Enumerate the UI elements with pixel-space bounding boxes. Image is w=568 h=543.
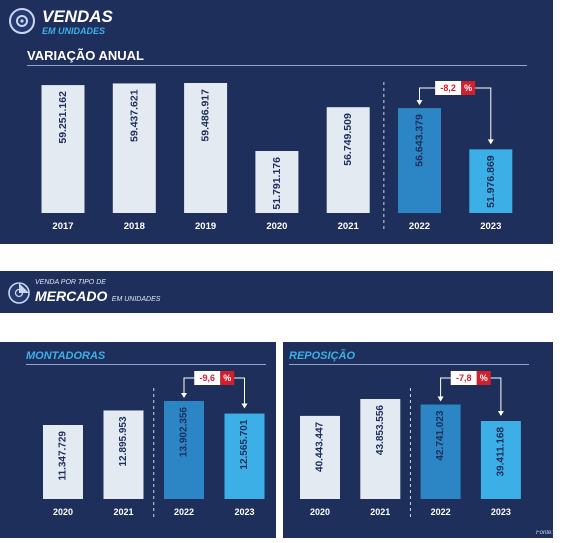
arrow-head [487,139,494,145]
change-badge-unit-bg [220,371,235,385]
category-label: 2021 [113,507,133,517]
bar-value-label: 12.895.953 [118,416,129,466]
annual-chart: 59.251.162 2017 59.437.621 2018 59.486.917 20… [41,81,513,232]
mercado-title: MERCADO EM UNIDADES [35,288,160,306]
bar-2023 [469,149,513,213]
bar-2019 [184,83,228,213]
montadoras-panel: MONTADORAS 11.347.729 2020 12.895.953 2021 1… [0,342,276,538]
category-label: 2018 [124,221,145,232]
source-note: Fonte: A [536,530,553,536]
bar-value-label: 43.853.556 [375,405,386,455]
mercado-unit: EM UNIDADES [111,296,161,303]
arrow-head [181,393,187,398]
category-label: 2020 [310,507,330,517]
category-label: 2022 [174,507,194,517]
tire-icon [8,282,30,304]
change-unit: % [480,373,488,383]
change-unit: % [223,373,231,383]
bar-value-label: 56.643.379 [414,114,426,167]
arrow-head [416,100,423,106]
bar-value-label: 42.741.023 [435,410,446,460]
bar-2021 [360,399,401,499]
change-unit: % [464,83,472,93]
change-badge [435,81,462,95]
change-badge-unit-bg [476,371,491,385]
change-badge [450,371,477,385]
bar-value-label: 59.486.917 [200,89,212,142]
category-label: 2022 [431,507,451,517]
bar-2021 [103,410,144,499]
arrow-head [437,396,444,402]
bar-value-label: 56.749.509 [342,113,354,166]
tire-icon-svg [16,15,28,27]
mercado-small: VENDA POR TIPO DE [35,279,106,286]
mercado-big: MERCADO [35,288,108,304]
bar-value-label: 11.347.729 [58,431,69,481]
category-label: 2023 [480,221,501,232]
header-subtitle: EM UNIDADES [42,26,106,36]
reposicao-title-rule [289,364,529,365]
category-label: 2020 [266,221,287,232]
category-label: 2022 [409,221,430,232]
category-label: 2023 [491,507,511,517]
bar-value-label: 59.251.162 [57,91,69,144]
bar-2021 [326,107,370,213]
montadoras-chart: 11.347.729 2020 12.895.953 2021 13.902.356 20… [43,371,265,518]
change-value: -7,8 [456,373,472,383]
bar-2023 [224,413,265,499]
change-value: -8,2 [440,83,456,93]
arrow-head [497,411,504,416]
bar-value-label: 39.411.168 [495,427,506,477]
annual-title-rule [27,65,527,66]
arrow-head [241,403,248,409]
bar-value-label: 59.437.621 [128,89,140,142]
reposicao-title: REPOSIÇÃO [289,350,356,362]
bar-2023 [480,421,521,499]
annual-panel: VENDAS EM UNIDADES VARIAÇÃO ANUAL 59.251… [0,0,553,244]
bar-2017 [41,85,85,213]
mercado-panel: VENDA POR TIPO DE MERCADO EM UNIDADES [0,271,553,313]
bar-value-label: 51.976.869 [485,155,497,208]
change-badge [194,371,221,385]
category-label: 2017 [52,221,73,232]
bar-value-label: 40.443.447 [315,421,326,471]
bar-2020 [43,425,83,499]
bar-value-label: 13.902.356 [179,407,190,457]
change-value: -9,6 [199,373,215,383]
bar-2022 [398,108,441,213]
header-title: VENDAS [42,7,113,26]
category-label: 2023 [234,507,254,517]
category-label: 2020 [53,507,73,517]
tire-icon [9,8,35,34]
category-label: 2021 [338,221,360,232]
bar-value-label: 51.791.176 [271,157,283,210]
reposicao-chart: 40.443.447 2020 43.853.556 2021 42.741.023 20… [300,371,521,518]
category-label: 2021 [370,507,390,517]
reposicao-panel: REPOSIÇÃO 40.443.447 2020 43.853.556 2021 42… [283,342,553,538]
change-badge-unit-bg [461,81,476,95]
bar-2022 [164,401,204,499]
bar-2020 [300,415,340,499]
bar-2022 [420,404,461,499]
bar-2018 [112,83,156,214]
montadoras-title: MONTADORAS [26,350,106,362]
category-label: 2019 [195,221,216,232]
montadoras-title-rule [26,364,266,365]
bar-value-label: 12.565.701 [239,419,250,469]
bar-2020 [255,151,299,213]
annual-title: VARIAÇÃO ANUAL [27,48,144,63]
